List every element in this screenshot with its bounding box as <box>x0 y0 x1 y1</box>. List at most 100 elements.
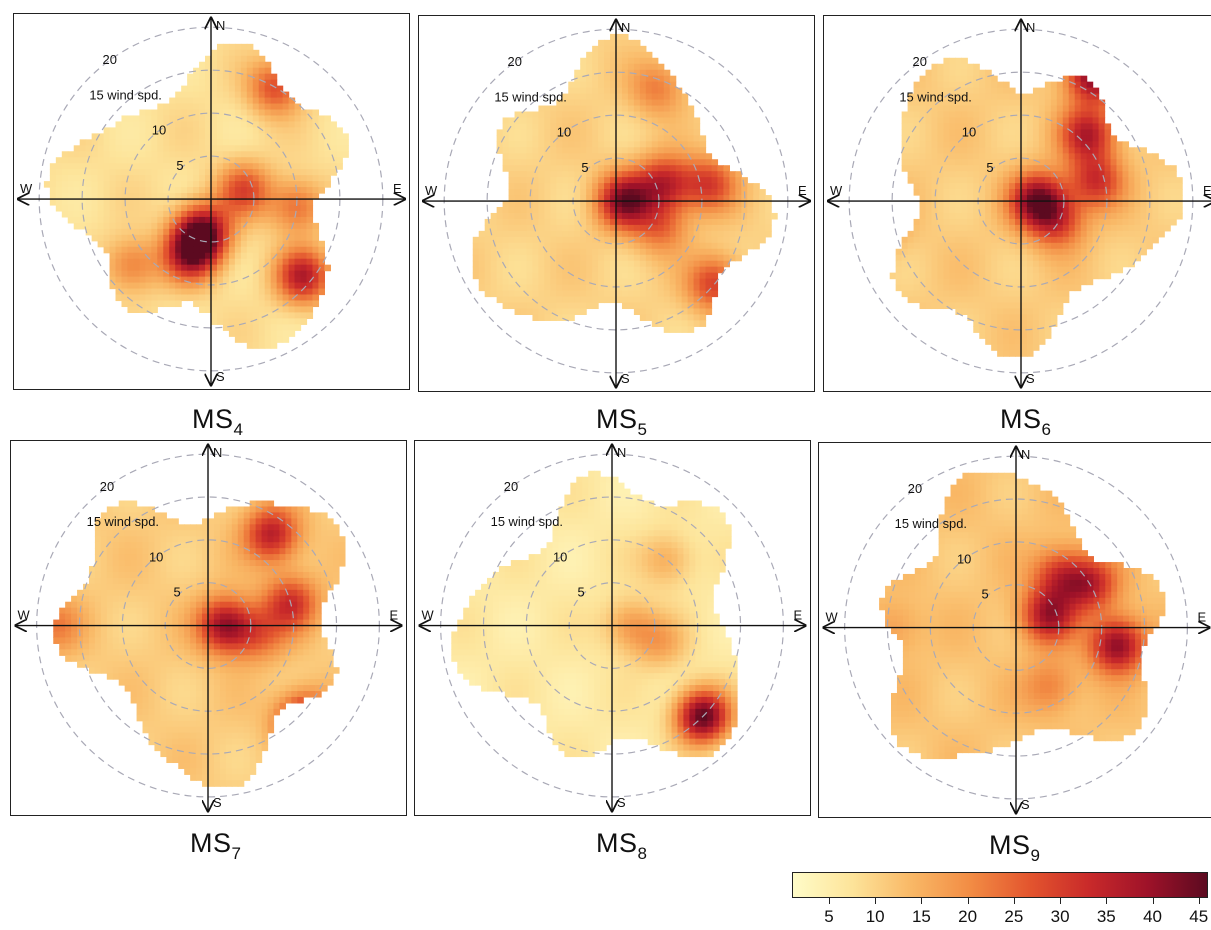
heat-cell <box>1009 201 1016 208</box>
heat-cell <box>1021 272 1028 280</box>
heat-cell <box>949 230 956 238</box>
heat-cell <box>211 258 218 266</box>
heat-cell <box>925 93 933 101</box>
heat-cell <box>169 216 176 224</box>
heat-cell <box>937 63 945 71</box>
heat-cell <box>580 135 587 142</box>
heat-cell <box>889 272 897 280</box>
heat-cell <box>741 248 748 256</box>
heat-cell <box>693 248 701 256</box>
heat-cell <box>604 123 611 130</box>
heat-cell <box>544 171 551 178</box>
heat-cell <box>163 181 170 188</box>
heat-cell <box>913 153 921 160</box>
heat-cell <box>967 63 974 71</box>
heat-cell <box>112 601 120 609</box>
heat-cell <box>193 79 200 87</box>
heat-cell <box>592 218 599 226</box>
heat-cell <box>633 278 641 286</box>
heat-cell <box>1009 248 1016 256</box>
heat-cell <box>133 282 140 290</box>
heat-cell <box>699 141 707 148</box>
heat-cell <box>598 159 605 166</box>
heat-cell <box>616 75 623 83</box>
heat-cell <box>324 169 331 176</box>
heat-cell <box>1170 183 1177 190</box>
heat-cell <box>627 218 635 226</box>
heat-cell <box>83 613 90 621</box>
heat-cell <box>1074 272 1082 280</box>
heat-cell <box>67 204 75 212</box>
heat-cell <box>699 266 707 274</box>
heat-cell <box>1009 302 1016 310</box>
heat-cell <box>627 230 635 238</box>
heat-cell <box>112 571 120 579</box>
heat-cell <box>997 105 1004 113</box>
heat-cell <box>633 206 641 214</box>
heat-cell <box>300 234 308 242</box>
heat-cell <box>586 254 593 262</box>
heat-cell <box>282 216 290 224</box>
heat-cell <box>538 284 545 292</box>
heat-cell <box>216 270 224 278</box>
heat-cell <box>264 204 272 212</box>
heat-cell <box>91 151 99 158</box>
heat-cell <box>556 308 563 316</box>
heat-cell <box>907 111 915 119</box>
heat-cell <box>1003 93 1010 101</box>
heat-cell <box>669 314 677 321</box>
heat-cell <box>211 306 218 314</box>
heat-cell <box>931 254 939 262</box>
heat-cell <box>193 91 200 99</box>
heat-cell <box>127 151 135 158</box>
heat-cell <box>222 288 230 296</box>
heat-cell <box>484 266 492 274</box>
heat-cell <box>705 308 713 316</box>
heat-cell <box>288 294 296 302</box>
heat-cell <box>1038 272 1046 280</box>
heat-cell <box>85 169 93 176</box>
heat-cell <box>211 91 218 99</box>
heat-cell <box>199 222 206 230</box>
heat-cell <box>145 151 152 158</box>
heat-cell <box>1110 183 1118 190</box>
heat-cell <box>538 147 545 154</box>
heat-cell <box>520 206 528 214</box>
heat-cell <box>633 153 641 160</box>
heat-cell <box>717 212 725 220</box>
heat-cell <box>1062 105 1070 113</box>
heat-cell <box>133 216 140 224</box>
heat-cell <box>1098 266 1106 274</box>
heat-cell <box>103 181 111 188</box>
heat-cell <box>222 264 230 272</box>
heat-cell <box>586 201 593 208</box>
heat-cell <box>163 127 170 134</box>
heat-cell <box>103 127 111 134</box>
heat-cell <box>502 159 510 166</box>
heat-cell <box>681 135 689 142</box>
heat-cell <box>234 312 242 319</box>
heat-cell <box>181 91 188 99</box>
heat-cell <box>228 306 236 314</box>
heat-cell <box>907 99 915 107</box>
heat-cell <box>544 308 551 316</box>
heat-cell <box>562 284 569 292</box>
heat-cell <box>169 181 176 188</box>
heat-cell <box>913 93 921 101</box>
heat-cell <box>127 228 135 236</box>
heat-cell <box>115 234 123 242</box>
heat-cell <box>181 204 188 212</box>
heat-cell <box>318 139 325 146</box>
heat-cell <box>306 157 314 164</box>
heat-cell <box>324 145 331 152</box>
heat-cell <box>967 141 974 148</box>
heat-cell <box>997 296 1004 304</box>
heat-cell <box>949 290 956 298</box>
heat-cell <box>913 81 921 89</box>
heat-cell <box>657 171 665 178</box>
heat-cell <box>246 306 254 314</box>
heat-cell <box>276 336 284 343</box>
heat-cell <box>508 153 516 160</box>
heat-cell <box>216 43 224 51</box>
heat-cell <box>145 115 152 123</box>
